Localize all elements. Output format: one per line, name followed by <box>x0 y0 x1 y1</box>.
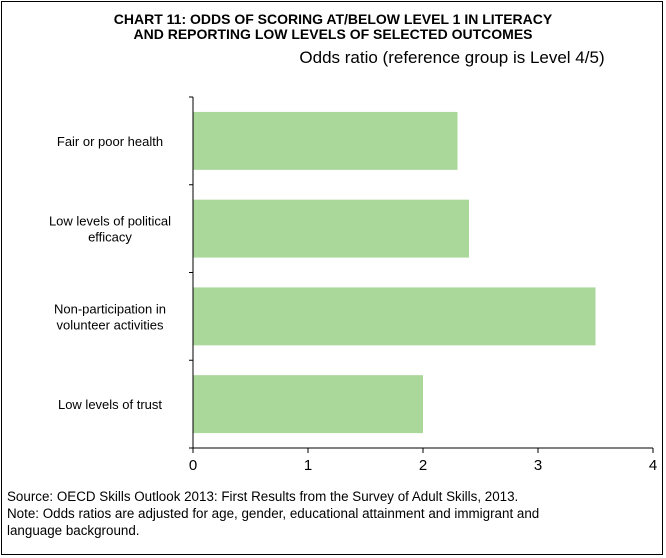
x-tick-label-0: 0 <box>189 457 197 474</box>
source-notes: Source: OECD Skills Outlook 2013: First … <box>7 488 662 539</box>
x-tick-label-2: 2 <box>419 457 427 474</box>
bar-1 <box>193 199 469 258</box>
bar-3 <box>193 375 423 434</box>
chart-title-line-1: CHART 11: ODDS OF SCORING AT/BELOW LEVEL… <box>113 11 553 27</box>
chart-subtitle: Odds ratio (reference group is Level 4/5… <box>299 48 605 67</box>
bar-0 <box>193 111 458 170</box>
x-tick-label-4: 4 <box>649 457 657 474</box>
category-label-1-1: efficacy <box>88 230 132 245</box>
bar-2 <box>193 287 596 346</box>
category-label-2-1: volunteer activities <box>57 317 164 332</box>
note-line-1: Note: Odds ratios are adjusted for age, … <box>7 506 540 521</box>
chart-title-line-2: AND REPORTING LOW LEVELS OF SELECTED OUT… <box>133 26 533 42</box>
category-label-3-0: Low levels of trust <box>58 397 162 412</box>
chart-title: CHART 11: ODDS OF SCORING AT/BELOW LEVEL… <box>2 12 664 42</box>
category-label-1-0: Low levels of political <box>49 214 171 229</box>
category-label-2-0: Non-participation in <box>54 301 166 316</box>
category-label-0-0: Fair or poor health <box>57 134 163 149</box>
source-text: Source: OECD Skills Outlook 2013: First … <box>7 489 519 504</box>
x-tick-label-1: 1 <box>304 457 312 474</box>
x-tick-label-3: 3 <box>534 457 542 474</box>
note-line-2: language background. <box>7 523 140 538</box>
